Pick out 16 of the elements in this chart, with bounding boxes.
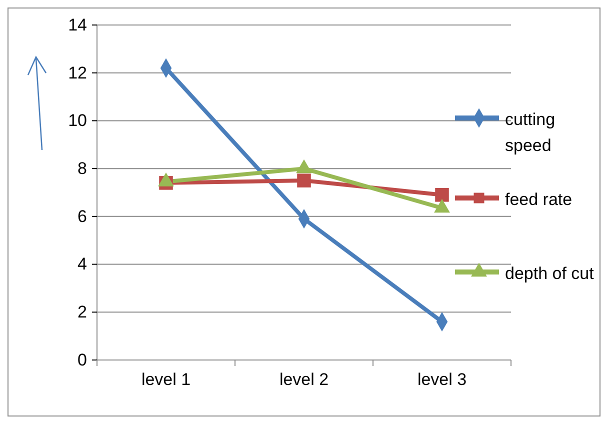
y-tick-label: 14 xyxy=(68,15,87,34)
y-tick-label: 12 xyxy=(68,63,87,82)
legend-label: cutting speed xyxy=(505,110,556,155)
y-tick-label: 0 xyxy=(78,350,87,370)
y-tick-label: 10 xyxy=(68,111,87,130)
legend-label: depth of cut xyxy=(505,264,594,283)
point xyxy=(297,174,311,188)
x-tick-label: level 1 xyxy=(141,370,191,389)
point xyxy=(435,188,449,202)
legend-label: feed rate xyxy=(505,190,572,209)
y-tick-label: 8 xyxy=(78,159,87,178)
x-tick-label: level 3 xyxy=(417,370,467,389)
y-tick-label: 4 xyxy=(78,254,87,274)
x-tick-label: level 2 xyxy=(279,370,329,389)
y-tick-label: 2 xyxy=(78,302,87,322)
y-tick-label: 6 xyxy=(78,206,87,226)
